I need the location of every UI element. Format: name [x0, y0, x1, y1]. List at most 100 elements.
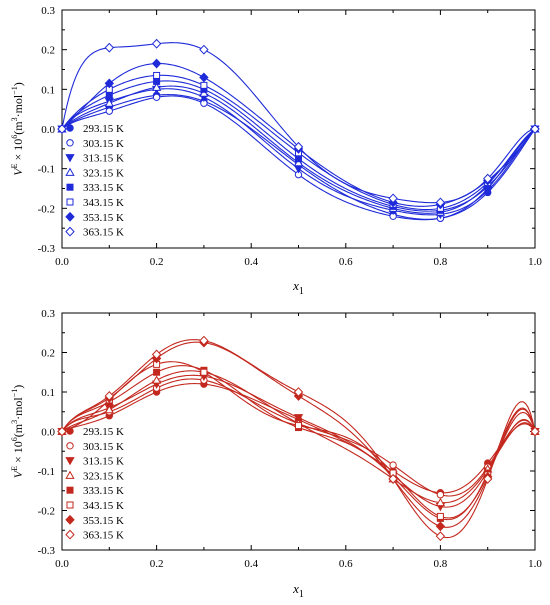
x-tick-label: 0.6	[339, 558, 353, 570]
x-tick-label: 1.0	[528, 558, 542, 570]
x-tick-label: 0.4	[244, 558, 258, 570]
data-point	[105, 107, 114, 115]
legend-label: 333.15 K	[83, 182, 124, 194]
data-point	[151, 82, 162, 91]
data-point	[293, 387, 304, 397]
legend-marker	[65, 154, 75, 163]
y-tick-label: 0.2	[41, 45, 55, 57]
y-tick-label: 0.1	[41, 387, 55, 399]
y-tick-label: -0.2	[38, 506, 55, 518]
y-axis-title-e: E	[10, 466, 19, 471]
data-point	[104, 391, 114, 401]
y-axis-title-e: E	[10, 163, 19, 168]
y-axis-title-three: 3	[10, 117, 19, 121]
y-axis-title-neg-one: −1	[10, 389, 19, 398]
data-point	[435, 197, 446, 208]
data-point	[153, 77, 161, 85]
y-axis-title-mol: ·mol	[11, 94, 25, 117]
x-tick-label: 0.0	[55, 558, 69, 570]
plot-frame	[61, 312, 536, 551]
data-point	[104, 98, 114, 107]
data-point	[295, 422, 302, 430]
legend-label: 343.15 K	[83, 197, 124, 209]
data-point	[388, 193, 398, 204]
y-axis-title-times: × 10	[11, 441, 25, 466]
fit-curve-35315	[62, 62, 535, 207]
data-point	[151, 349, 162, 360]
legend-marker	[66, 183, 74, 191]
legend-marker	[66, 427, 74, 435]
x-tick-label: 0.0	[55, 256, 69, 268]
legend-label: 313.15 K	[83, 153, 124, 165]
data-point	[483, 473, 493, 484]
y-axis-title-v: V	[11, 469, 25, 478]
legend-label: 353.15 K	[83, 212, 124, 224]
data-point	[436, 491, 445, 499]
data-point	[57, 124, 67, 134]
legend-label: 303.15 K	[83, 441, 124, 453]
y-axis-title-mol: ·mol	[11, 397, 25, 420]
y-axis-title-six: 6	[10, 437, 19, 441]
data-point	[199, 335, 209, 346]
data-point	[151, 38, 162, 49]
y-axis-title-neg-one: −1	[10, 86, 19, 95]
data-point	[199, 88, 209, 97]
y-tick-label: 0.0	[41, 124, 55, 136]
y-axis-title-six: 6	[10, 135, 19, 139]
legend-marker	[65, 211, 75, 222]
data-point	[293, 414, 304, 423]
y-axis-title: VE × 106(m3·mol−1)	[10, 385, 25, 479]
data-point	[293, 141, 304, 152]
legend-label: 313.15 K	[83, 456, 124, 468]
y-axis-title-close: )	[11, 82, 25, 86]
x-axis-title-main: x	[292, 581, 299, 596]
data-point	[200, 368, 208, 376]
legend-marker	[65, 529, 75, 540]
legend-label: 343.15 K	[83, 500, 124, 512]
data-point	[389, 461, 397, 469]
legend-label: 363.15 K	[83, 530, 124, 542]
data-points	[57, 335, 540, 542]
y-axis-title-unit: (m	[11, 423, 25, 437]
legend-marker	[66, 198, 74, 206]
x-tick-label: 0.2	[150, 256, 164, 268]
data-point	[293, 157, 304, 167]
data-point	[104, 78, 114, 89]
data-point	[295, 155, 302, 163]
y-tick-label: 0.2	[41, 348, 55, 360]
data-point	[293, 165, 304, 174]
x-axis-title-main: x	[292, 278, 299, 293]
data-point	[57, 426, 67, 437]
legend-marker	[66, 139, 74, 147]
y-tick-label: -0.3	[38, 243, 56, 255]
legend: 293.15 K 303.15 K 313.15 K 323.15 K 333.15 K…	[65, 426, 124, 542]
x-tick-label: 0.8	[434, 558, 448, 570]
x-axis-title-sub: 1	[299, 589, 304, 600]
legend-marker	[65, 514, 75, 525]
data-point	[530, 124, 540, 134]
y-axis-title-unit: (m	[11, 121, 25, 135]
x-tick-label: 0.4	[244, 256, 258, 268]
data-point	[436, 512, 444, 520]
x-tick-label: 0.8	[434, 256, 448, 268]
legend-marker	[66, 442, 74, 450]
legend-label: 293.15 K	[83, 426, 124, 438]
fit-curve-35315	[62, 341, 535, 528]
legend-label: 353.15 K	[83, 515, 124, 527]
y-tick-label: -0.3	[38, 545, 56, 557]
legend: 293.15 K 303.15 K 313.15 K 323.15 K 333.15 K…	[65, 123, 124, 239]
chart-2: 0.0 0.2 0.4 0.6 0.8 1.0 -0.3 -0.2 -0.1 0.0 0.1 0.2 0…	[10, 308, 542, 600]
x-tick-label: 1.0	[528, 256, 542, 268]
legend-marker	[66, 124, 74, 132]
y-tick-label: 0.0	[41, 427, 55, 439]
legend-label: 323.15 K	[83, 167, 124, 179]
legend-label: 333.15 K	[83, 485, 124, 497]
x-axis-title: x1	[292, 278, 304, 297]
legend-marker	[65, 226, 75, 237]
data-point	[435, 531, 446, 542]
data-point	[151, 58, 162, 69]
data-point	[435, 497, 446, 507]
legend-label: 363.15 K	[83, 227, 124, 239]
data-point	[435, 521, 446, 532]
